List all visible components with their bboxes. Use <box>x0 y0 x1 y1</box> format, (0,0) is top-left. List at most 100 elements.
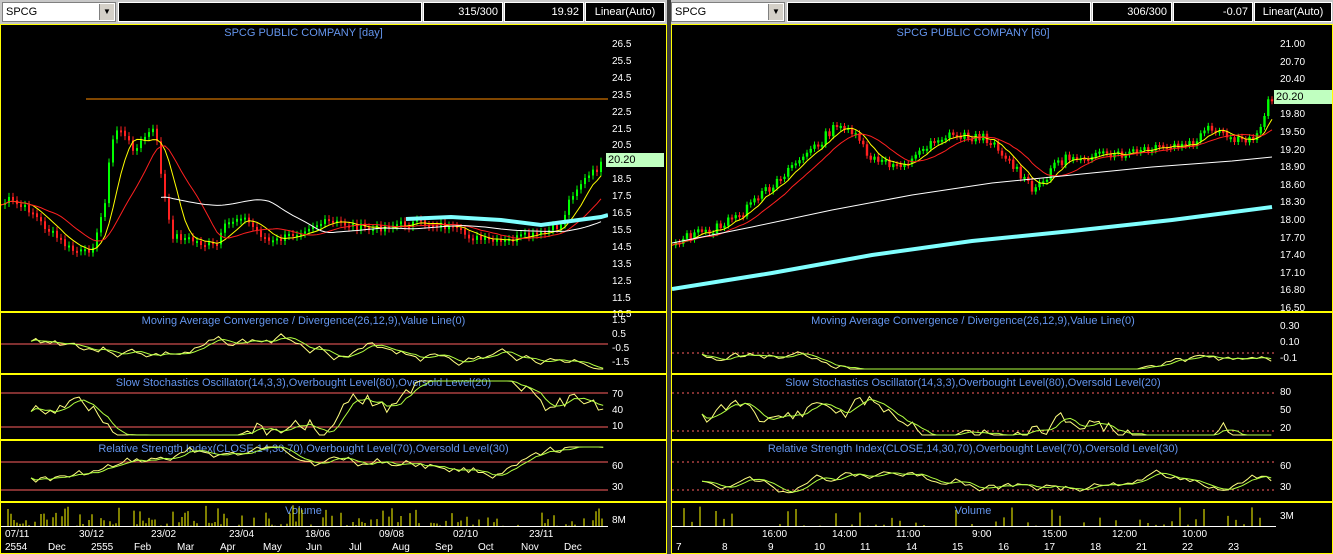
date-sublabel: Dec <box>564 542 582 553</box>
date-sublabel: 21 <box>1136 542 1148 553</box>
candle <box>544 231 546 234</box>
candle <box>432 225 434 228</box>
date-sublabel: 8 <box>722 542 728 553</box>
candle <box>192 237 194 242</box>
candle <box>568 199 570 215</box>
axis-tick-label: 22.5 <box>612 106 632 118</box>
candle <box>1244 139 1247 143</box>
candle <box>1207 125 1210 131</box>
axis-tick-label: 20.40 <box>1280 74 1306 86</box>
candle <box>712 233 715 236</box>
chevron-down-icon[interactable]: ▼ <box>768 4 783 20</box>
volume-panel[interactable]: Volume 8M 07/11 30/12 23/02 23/04 18/06 09/08… <box>0 502 667 554</box>
scale-mode[interactable]: Linear(Auto) <box>1254 2 1332 22</box>
candle <box>84 249 86 252</box>
chart-pane-daily[interactable]: SPCG ▼ 315/300 19.92 Linear(Auto) SPCG P… <box>0 0 667 554</box>
rsi-panel[interactable]: Relative Strength Index(CLOSE,14,30,70),… <box>0 440 667 502</box>
candle <box>492 239 494 242</box>
pane-divider[interactable] <box>667 0 671 554</box>
candle <box>798 160 801 164</box>
candle <box>682 238 685 244</box>
candle <box>824 131 827 145</box>
rsi-chart <box>672 461 1276 494</box>
candle <box>588 175 590 178</box>
signal-line <box>30 380 604 436</box>
candle <box>922 148 925 151</box>
candle <box>745 204 749 217</box>
axis-tick-label: 60 <box>1280 461 1292 472</box>
candle <box>997 142 1000 151</box>
candle <box>1094 152 1097 157</box>
candle <box>1192 141 1195 147</box>
date-sublabel: 10 <box>814 542 826 553</box>
candle <box>723 225 726 229</box>
stochastic-panel-title: Slow Stochastics Oscillator(14,3,3),Over… <box>115 377 492 389</box>
price-panel[interactable]: SPCG PUBLIC COMPANY [day] 26.5 25.5 24.5 23… <box>0 24 667 320</box>
candle <box>1102 151 1105 154</box>
candle <box>1098 151 1101 154</box>
volume-axis: 8M <box>606 503 666 531</box>
candle <box>204 245 206 248</box>
candle <box>884 159 887 162</box>
axis-tick-label: 19.50 <box>1280 127 1306 138</box>
candle <box>772 187 775 192</box>
candle <box>1068 154 1071 161</box>
candle <box>300 233 302 236</box>
chevron-down-icon[interactable]: ▼ <box>99 4 114 20</box>
date-label: 07/11 <box>5 529 30 540</box>
stochastic-panel-title: Slow Stochastics Oscillator(14,3,3),Over… <box>785 377 1161 389</box>
axis-tick-label: 0.30 <box>1280 321 1300 332</box>
chart-pane-hourly[interactable]: SPCG ▼ 306/300 -0.07 Linear(Auto) SPCG P… <box>671 0 1333 554</box>
macd-panel[interactable]: Moving Average Convergence / Divergence(… <box>0 312 667 374</box>
candle <box>1019 166 1022 179</box>
symbol-combo[interactable]: SPCG ▼ <box>2 2 116 22</box>
axis-tick-label: 50 <box>1280 405 1292 416</box>
axis-tick-label: 1.5 <box>612 315 626 326</box>
ma-short-line <box>1 138 602 250</box>
date-label: 18/06 <box>305 529 331 540</box>
candle <box>1237 136 1240 143</box>
last-price-tag: 20.20 <box>1274 90 1332 104</box>
macd-panel[interactable]: Moving Average Convergence / Divergence(… <box>671 312 1333 374</box>
candle <box>288 233 290 236</box>
candle <box>1150 150 1154 153</box>
candle <box>160 141 162 174</box>
candle <box>715 223 719 234</box>
candle <box>1203 130 1206 134</box>
candle <box>1252 137 1255 141</box>
volume-panel[interactable]: Volume 3M 16:00 14:00 11:00 9:00 15:00 12:00 1… <box>671 502 1333 554</box>
candle <box>44 221 46 229</box>
candle <box>877 156 880 162</box>
last-value: 19.92 <box>504 2 584 22</box>
candle <box>524 232 526 235</box>
candle <box>1154 145 1157 151</box>
date-axis: 16:00 14:00 11:00 9:00 15:00 12:00 10:00 7 8 9 10 1… <box>672 526 1276 553</box>
candle <box>959 135 962 139</box>
stochastic-panel[interactable]: Slow Stochastics Oscillator(14,3,3),Over… <box>0 374 667 440</box>
candle <box>448 225 450 230</box>
date-label: 9:00 <box>972 529 992 540</box>
candle <box>1132 149 1135 152</box>
candle <box>40 217 42 222</box>
rsi-panel[interactable]: Relative Strength Index(CLOSE,14,30,70),… <box>671 440 1333 502</box>
candle <box>260 230 262 238</box>
scale-mode[interactable]: Linear(Auto) <box>585 2 665 22</box>
stochastic-panel[interactable]: Slow Stochastics Oscillator(14,3,3),Over… <box>671 374 1333 440</box>
candle <box>685 233 689 239</box>
candle <box>460 228 462 231</box>
axis-tick-label: 24.5 <box>612 72 632 84</box>
indicator-line <box>701 351 1272 370</box>
date-sublabel: 15 <box>952 542 964 553</box>
date-label: 16:00 <box>762 529 788 540</box>
candle <box>1023 176 1026 179</box>
date-sublabel: Dec <box>48 542 66 553</box>
axis-tick-label: 18.00 <box>1280 215 1306 226</box>
symbol-combo[interactable]: SPCG ▼ <box>671 2 785 22</box>
candle <box>504 239 506 242</box>
chart-toolbar: SPCG ▼ 306/300 -0.07 Linear(Auto) <box>671 0 1333 24</box>
price-panel[interactable]: SPCG PUBLIC COMPANY [60] 21.00 20.70 20.40… <box>671 24 1333 314</box>
axis-tick-label: 17.70 <box>1280 232 1306 244</box>
candle <box>700 229 704 232</box>
date-label: 23/04 <box>229 529 255 540</box>
date-label: 30/12 <box>79 529 105 540</box>
